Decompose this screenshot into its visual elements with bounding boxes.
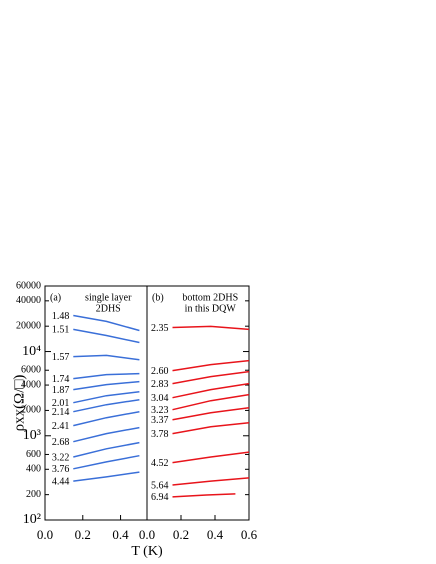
series-line (172, 451, 250, 464)
y-tick-label: 10² (23, 512, 41, 527)
series-line (172, 493, 236, 498)
series-line (73, 441, 140, 458)
x-tick-label: 0.6 (241, 527, 258, 542)
series-label: 3.23 (151, 405, 169, 416)
y-tick-label: 200 (26, 489, 41, 500)
series-line (73, 410, 140, 427)
series-label: 3.04 (151, 393, 169, 404)
series-label: 4.44 (52, 476, 70, 487)
series-label: 2.41 (52, 421, 70, 432)
x-axis-label: T (K) (131, 544, 163, 559)
y-tick-label: 40000 (16, 295, 41, 306)
series-line (172, 393, 250, 411)
series-line (73, 328, 140, 344)
series-label: 1.57 (52, 352, 70, 363)
series-label: 2.68 (52, 437, 70, 448)
series-label: 3.78 (151, 429, 169, 440)
series-line (73, 354, 140, 361)
annotation: single layer (85, 292, 132, 303)
series-label: 2.60 (151, 366, 169, 377)
series-label: 1.87 (52, 385, 70, 396)
series-label: 2.83 (151, 379, 169, 390)
series-line (172, 407, 250, 421)
series-label: 1.51 (52, 325, 70, 336)
series-line (73, 398, 140, 413)
x-tick-label: 0.2 (75, 527, 91, 542)
y-tick-label: 4000 (21, 379, 41, 390)
series-line (172, 477, 250, 486)
series-line (172, 325, 250, 331)
y-tick-label: 20000 (16, 320, 41, 331)
series-line (73, 314, 140, 332)
series-line (172, 359, 250, 372)
x-tick-label: 0.4 (112, 527, 129, 542)
panel-b-frame (146, 285, 250, 521)
annotation: 2DHS (96, 303, 121, 314)
series-line (73, 426, 140, 443)
y-tick-label: 400 (26, 464, 41, 475)
series-label: 3.22 (52, 452, 70, 463)
annotation: bottom 2DHS (182, 292, 238, 303)
x-tick-label: 0.0 (37, 527, 53, 542)
series-line (73, 471, 140, 482)
y-axis-label: ρxx(Ω/□) (11, 375, 27, 432)
series-label: 1.74 (52, 374, 70, 385)
series-label: 5.64 (151, 480, 169, 491)
series-line (73, 454, 140, 470)
series-line (172, 421, 250, 435)
y-tick-label: 6000 (21, 365, 41, 376)
y-tick-label: 600 (26, 449, 41, 460)
series-line (73, 380, 140, 391)
x-tick-label: 0.2 (173, 527, 189, 542)
x-tick-label: 0.0 (139, 527, 155, 542)
series-label: 6.94 (151, 492, 169, 503)
series-label: 2.01 (52, 398, 70, 409)
x-tick-label: 0.4 (207, 527, 224, 542)
annotation: (a) (50, 292, 61, 303)
y-tick-label: 60000 (16, 280, 41, 291)
series-label: 4.52 (151, 458, 169, 469)
series-line (73, 390, 140, 404)
annotation: (b) (152, 292, 164, 303)
series-line (73, 372, 140, 380)
annotation: in this DQW (185, 303, 237, 314)
series-line (172, 382, 250, 399)
series-label: 2.35 (151, 323, 169, 334)
series-label: 3.76 (52, 464, 70, 475)
series-line (172, 370, 250, 385)
series-label: 2.14 (52, 407, 70, 418)
series-label: 1.48 (52, 311, 70, 322)
y-tick-label: 2000 (21, 405, 41, 416)
series-label: 3.37 (151, 415, 169, 426)
y-tick-label: 10³ (23, 428, 41, 443)
y-tick-label: 10⁴ (22, 344, 41, 359)
